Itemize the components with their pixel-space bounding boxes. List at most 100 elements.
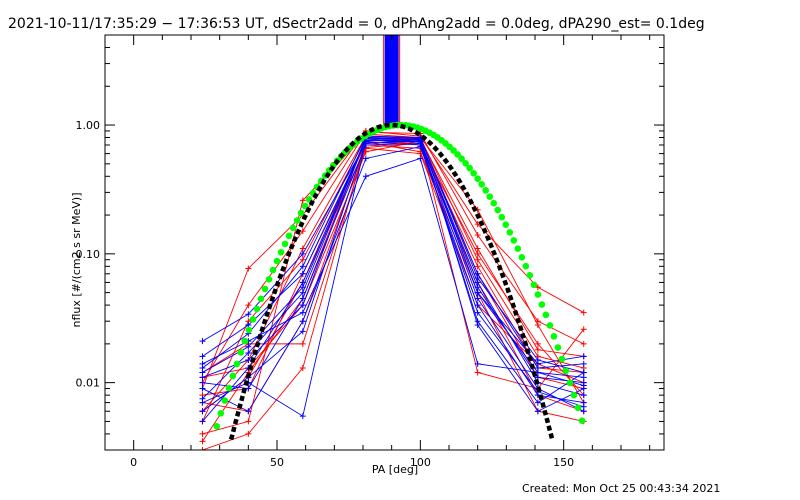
series-22-point-5 [474,309,481,316]
y-axis-label: nflux [#/(cm2 s sr MeV)] [70,193,83,328]
series-15-point-5 [474,360,481,367]
series-13-point-6 [534,399,541,406]
fit-0-dot [265,276,273,283]
fit-0-dot [574,404,582,412]
fit-0-dot [245,326,253,334]
series-23-point-1 [245,343,252,350]
series-8-point-2 [299,364,306,371]
series-4-point-5 [474,250,481,257]
series-7-point-5 [474,245,481,252]
series-23-point-7 [580,382,587,389]
fit-0-dot [518,253,526,261]
x-tick-label: 0 [130,456,137,469]
series-1-point-0 [199,430,206,437]
fit-0-dot [538,301,546,308]
fit-0-dot [462,159,469,167]
fit-0-dot [534,291,542,298]
series-22-point-7 [580,403,587,410]
fit-0-dot [293,217,301,224]
series-19-point-5 [474,295,481,302]
series-line-8 [202,141,584,450]
series-12-point-2 [299,250,306,257]
series-9-point-1 [245,302,252,309]
fit-1-curve [228,122,555,441]
series-19-point-2 [299,295,306,302]
fit-0-dot [474,175,481,182]
fit-0-dot [289,224,297,232]
fit-0-dot [570,391,578,399]
fit-0-dot [478,181,485,188]
series-7-point-6 [534,346,541,353]
fit-0-dot [301,202,309,210]
series-13-point-2 [299,302,306,309]
series-line-1 [202,133,585,435]
axes [104,34,665,451]
fit-0-dot [269,266,277,274]
series-16-point-0 [199,385,206,392]
series-17-point-0 [199,418,206,425]
created-timestamp: Created: Mon Oct 25 00:43:34 2021 [522,482,721,495]
series-8-point-0 [199,447,206,450]
x-tick-label: 100 [410,456,431,469]
series-19-point-0 [199,379,206,386]
series-13-point-1 [245,356,252,363]
fit-0-dot [297,209,305,217]
series-12-point-1 [245,311,252,318]
series-14-point-5 [474,322,481,329]
fit-0-dot [526,272,534,279]
series-16-point-1 [245,408,252,415]
fit-0-dot [277,249,285,256]
series-line-9 [202,131,584,383]
series-19-point-1 [245,385,252,392]
fit-0-dot [450,147,457,154]
series-23-point-5 [474,289,481,296]
series-20-point-2 [299,270,306,277]
series-1-point-1 [245,418,252,425]
series-21-point-7 [580,369,587,376]
fit-0-dot [550,333,558,340]
series-23-point-0 [199,369,206,376]
series-line-13 [202,137,584,404]
fit-0-dot [261,285,269,293]
fit-0-dot [522,262,530,270]
series-4-point-0 [199,438,206,445]
series-9-point-6 [534,318,541,325]
series-12-point-7 [580,353,587,360]
fit-0-dot [542,311,550,319]
fit-0-dot [241,337,249,345]
fit-0-dot [486,193,494,200]
fit-0-dot [217,409,225,417]
fit-0-dot [530,281,538,289]
fit-0-dot [454,151,461,158]
fit-0-dot [578,417,586,425]
series-16-point-3 [362,155,369,162]
fit-0-dot [502,221,510,228]
fit-0-dot [482,187,489,194]
series-15-point-3 [362,173,369,180]
fit-0-dot [213,423,221,430]
series-line-19 [202,142,584,412]
fit-0-dot [285,232,293,240]
series-line-23 [202,137,584,386]
fit-0-dot [249,316,257,323]
x-tick-label: 50 [270,456,284,469]
series-2-point-7 [580,309,587,316]
series-12-point-0 [199,338,206,345]
x-tick-label: 150 [553,456,574,469]
fit-0-dot [490,199,498,207]
fit-0-dot [466,164,473,172]
fit-0-dot [498,213,506,221]
fit-0-dot [562,367,570,375]
series-21-point-1 [245,349,252,356]
series-14-point-2 [299,413,306,420]
x-axis-label: PA [deg] [372,463,418,476]
chart-title: 2021-10-11/17:35:29 − 17:36:53 UT, dSect… [8,16,705,32]
fit-0-dot [229,372,237,380]
series-23-point-4 [417,136,424,143]
series-15-point-4 [417,155,424,162]
series-11-point-5 [474,256,481,263]
plot-frame [104,34,665,451]
series-16-point-5 [474,302,481,309]
series-21-point-0 [199,395,206,402]
series-17-point-7 [580,392,587,399]
